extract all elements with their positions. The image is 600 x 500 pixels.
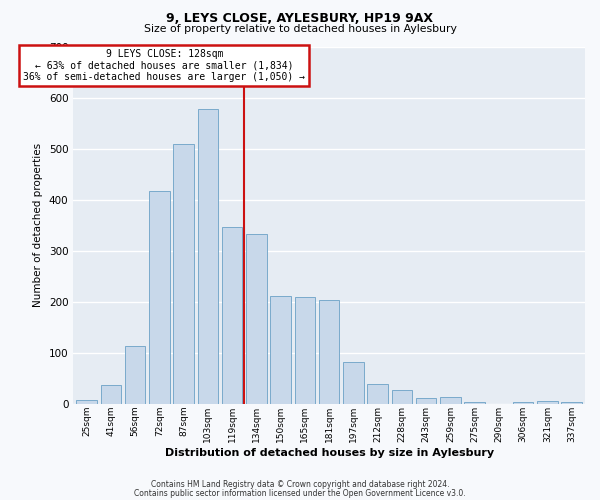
Bar — [125, 346, 145, 404]
Text: Contains public sector information licensed under the Open Government Licence v3: Contains public sector information licen… — [134, 488, 466, 498]
Y-axis label: Number of detached properties: Number of detached properties — [34, 144, 43, 308]
Bar — [562, 402, 582, 404]
Text: Size of property relative to detached houses in Aylesbury: Size of property relative to detached ho… — [143, 24, 457, 34]
Bar — [149, 190, 170, 404]
Text: 9 LEYS CLOSE: 128sqm
← 63% of detached houses are smaller (1,834)
36% of semi-de: 9 LEYS CLOSE: 128sqm ← 63% of detached h… — [23, 49, 305, 82]
Bar — [464, 402, 485, 404]
Text: Contains HM Land Registry data © Crown copyright and database right 2024.: Contains HM Land Registry data © Crown c… — [151, 480, 449, 489]
Bar — [197, 109, 218, 404]
X-axis label: Distribution of detached houses by size in Aylesbury: Distribution of detached houses by size … — [164, 448, 494, 458]
Bar — [367, 384, 388, 404]
Bar — [222, 228, 242, 404]
Bar — [416, 398, 436, 404]
Bar — [319, 300, 340, 404]
Bar — [76, 400, 97, 404]
Bar — [537, 400, 558, 404]
Text: 9, LEYS CLOSE, AYLESBURY, HP19 9AX: 9, LEYS CLOSE, AYLESBURY, HP19 9AX — [167, 12, 433, 26]
Bar — [271, 296, 291, 404]
Bar — [173, 144, 194, 404]
Bar — [295, 297, 315, 404]
Bar — [513, 402, 533, 404]
Bar — [392, 390, 412, 404]
Bar — [343, 362, 364, 404]
Bar — [440, 396, 461, 404]
Bar — [101, 386, 121, 404]
Bar — [246, 234, 267, 404]
